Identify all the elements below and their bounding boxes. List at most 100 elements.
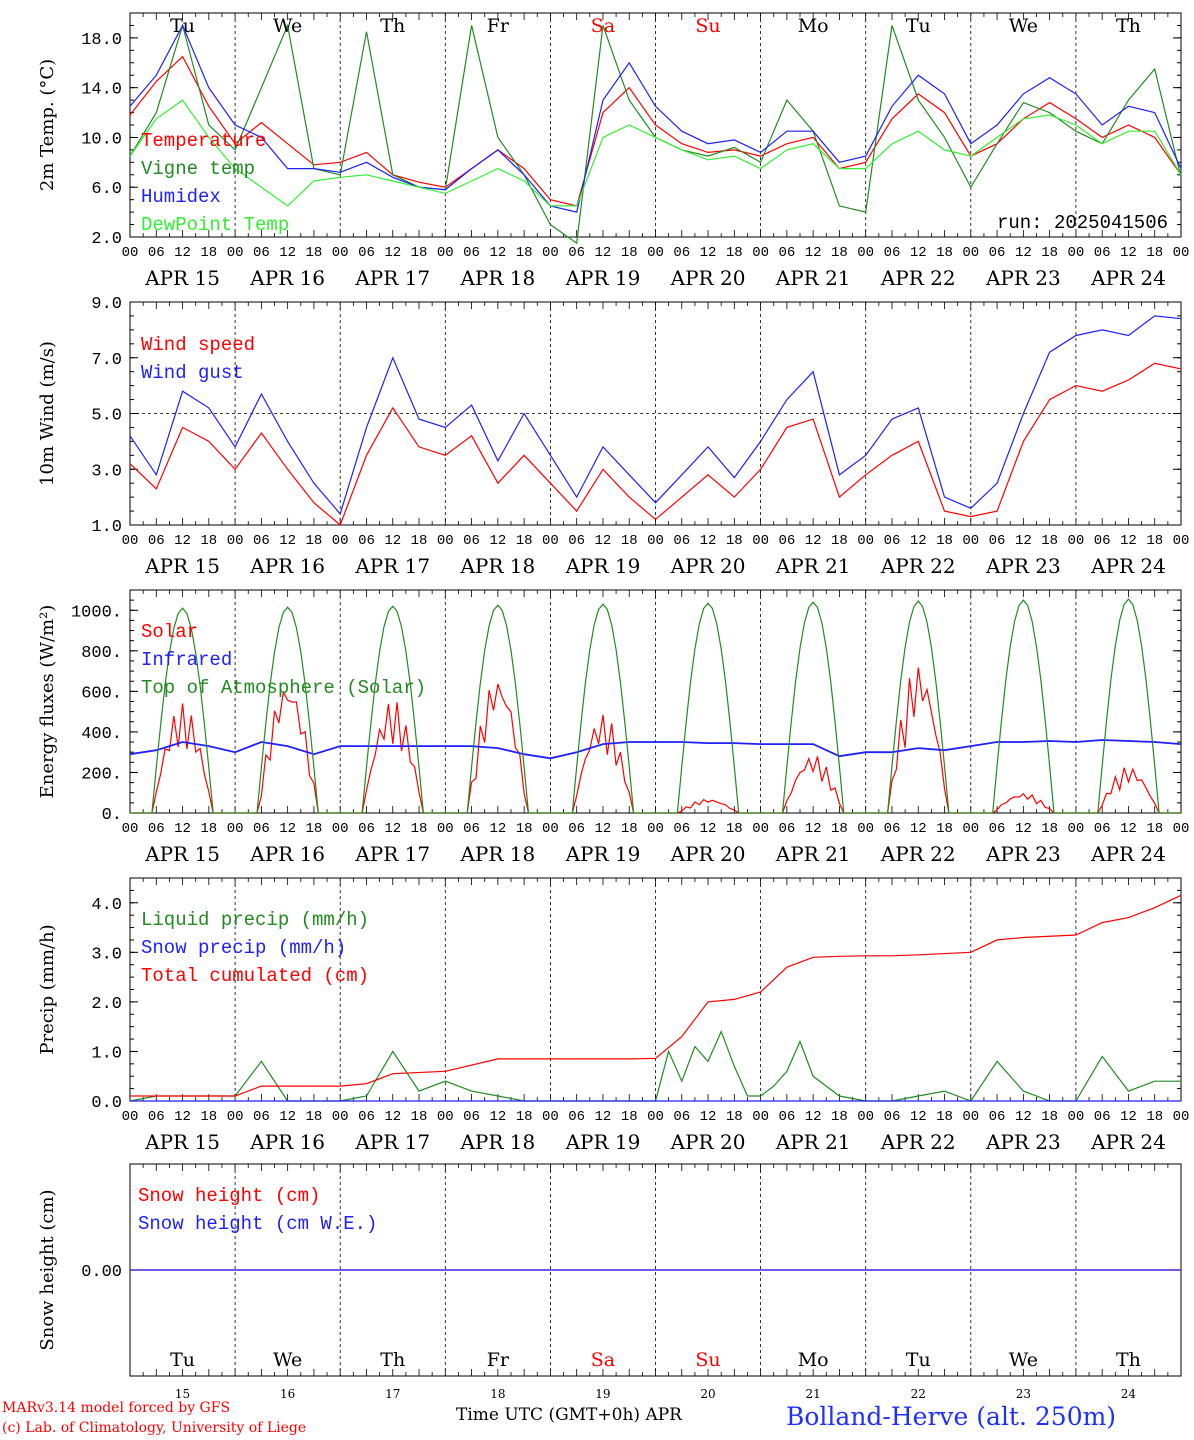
hour-tick-label: 12 — [279, 821, 296, 837]
hour-tick-label: 18 — [726, 533, 743, 549]
hour-tick-label: 00 — [227, 1109, 244, 1125]
hour-tick-label: 00 — [647, 1109, 664, 1125]
series-line-top-of-atmosphere-solar- — [130, 598, 1181, 814]
hour-tick-label: 12 — [1015, 533, 1032, 549]
date-label: APR 23 — [985, 266, 1061, 290]
hour-tick-label: 00 — [752, 821, 769, 837]
legend-entry: Infrared — [141, 649, 232, 671]
date-label: APR 19 — [565, 554, 641, 578]
hour-tick-label: 12 — [595, 245, 612, 261]
hour-tick-label: 12 — [805, 533, 822, 549]
hour-tick-label: 12 — [595, 533, 612, 549]
hour-tick-label: 06 — [358, 533, 375, 549]
date-label: APR 23 — [985, 554, 1061, 578]
legend-entry: Top of Atmosphere (Solar) — [141, 677, 426, 699]
hour-tick-label: 12 — [384, 533, 401, 549]
hour-tick-label: 06 — [568, 533, 585, 549]
hour-tick-label: 00 — [332, 821, 349, 837]
hour-tick-label: 18 — [936, 821, 953, 837]
y-axis-title: Precip (mm/h) — [37, 924, 58, 1054]
day-number-label: 18 — [490, 1387, 505, 1400]
hour-tick-label: 18 — [621, 245, 638, 261]
weekday-label-bottom: Sa — [591, 1349, 615, 1371]
hour-tick-label: 18 — [411, 1109, 428, 1125]
hour-tick-label: 18 — [621, 1109, 638, 1125]
hour-tick-label: 18 — [1146, 1109, 1163, 1125]
legend-entry: Liquid precip (mm/h) — [141, 909, 369, 931]
hour-tick-label: 06 — [989, 1109, 1006, 1125]
weekday-label-bottom: Mo — [798, 1349, 829, 1371]
hour-tick-label: 06 — [673, 1109, 690, 1125]
hour-tick-label: 00 — [752, 533, 769, 549]
hour-tick-label: 18 — [831, 821, 848, 837]
y-tick-label: 4.0 — [91, 896, 122, 915]
hour-tick-label: 00 — [857, 245, 874, 261]
hour-tick-label: 00 — [1173, 245, 1190, 261]
hour-tick-label: 12 — [489, 821, 506, 837]
date-label: APR 16 — [249, 266, 325, 290]
hour-tick-label: 06 — [989, 821, 1006, 837]
panel-4: 0.0 1.0 2.0 3.0 4.0 Precip (mm/h) 00 06 12 18 00 06… — [37, 877, 1189, 1154]
hour-tick-label: 12 — [805, 1109, 822, 1125]
hour-tick-label: 00 — [122, 245, 139, 261]
series-line-temperature — [129, 55, 1182, 207]
date-label: APR 21 — [775, 842, 851, 866]
hour-tick-label: 18 — [621, 821, 638, 837]
hour-tick-label: 12 — [910, 1109, 927, 1125]
hour-tick-label: 12 — [489, 1109, 506, 1125]
hour-tick-label: 18 — [516, 533, 533, 549]
hour-tick-label: 00 — [542, 821, 559, 837]
y-tick-label: 800. — [81, 644, 122, 663]
hour-tick-label: 12 — [384, 821, 401, 837]
hour-tick-label: 00 — [962, 533, 979, 549]
hour-tick-label: 00 — [1173, 533, 1190, 549]
day-number-label: 19 — [595, 1387, 610, 1400]
day-number-label: 20 — [700, 1387, 715, 1400]
hour-tick-label: 06 — [673, 821, 690, 837]
hour-tick-label: 00 — [857, 533, 874, 549]
date-label: APR 24 — [1090, 554, 1166, 578]
date-label: APR 22 — [880, 266, 956, 290]
hour-tick-label: 12 — [174, 1109, 191, 1125]
hour-tick-label: 12 — [384, 245, 401, 261]
weekday-label-top: Tu — [170, 15, 195, 37]
date-label: APR 23 — [985, 1130, 1061, 1154]
y-tick-label: 7.0 — [91, 351, 122, 370]
hour-tick-label: 06 — [673, 533, 690, 549]
hour-tick-label: 12 — [279, 533, 296, 549]
meteogram-svg: 2.06.010.014.018.02m Temp. (°C)00 06 12 18 0… — [37, 12, 1190, 1400]
y-tick-label: 2.0 — [91, 230, 122, 249]
y-tick-label: 3.0 — [91, 462, 122, 481]
date-label: APR 16 — [249, 1130, 325, 1154]
y-tick-label: 600. — [81, 684, 122, 703]
hour-tick-label: 00 — [122, 821, 139, 837]
hour-tick-label: 18 — [1146, 245, 1163, 261]
hour-tick-label: 12 — [700, 533, 717, 549]
series-line-wind-speed — [129, 362, 1182, 527]
hour-tick-label: 18 — [1041, 533, 1058, 549]
weekday-label-bottom: Th — [1116, 1349, 1141, 1371]
legend-entry: Wind speed — [141, 334, 255, 356]
date-label: APR 17 — [354, 842, 430, 866]
hour-tick-label: 06 — [778, 533, 795, 549]
hour-tick-label: 06 — [463, 245, 480, 261]
hour-tick-label: 18 — [1041, 821, 1058, 837]
date-label: APR 21 — [775, 266, 851, 290]
hour-tick-label: 18 — [621, 533, 638, 549]
date-label: APR 19 — [565, 1130, 641, 1154]
legend-entry: Snow height (cm W.E.) — [138, 1213, 377, 1235]
date-label: APR 15 — [144, 554, 220, 578]
hour-tick-label: 00 — [647, 821, 664, 837]
y-axis-title: 2m Temp. (°C) — [37, 59, 58, 191]
hour-tick-label: 06 — [463, 1109, 480, 1125]
legend-entry: Snow height (cm) — [138, 1185, 320, 1207]
date-label: APR 20 — [670, 266, 746, 290]
hour-tick-label: 12 — [595, 1109, 612, 1125]
hour-tick-label: 12 — [279, 245, 296, 261]
hour-tick-label: 00 — [122, 533, 139, 549]
hour-tick-label: 00 — [647, 245, 664, 261]
hour-tick-label: 00 — [1067, 821, 1084, 837]
hour-tick-label: 06 — [253, 821, 270, 837]
y-tick-label: 2.0 — [91, 995, 122, 1014]
weekday-label-bottom: Th — [380, 1349, 405, 1371]
